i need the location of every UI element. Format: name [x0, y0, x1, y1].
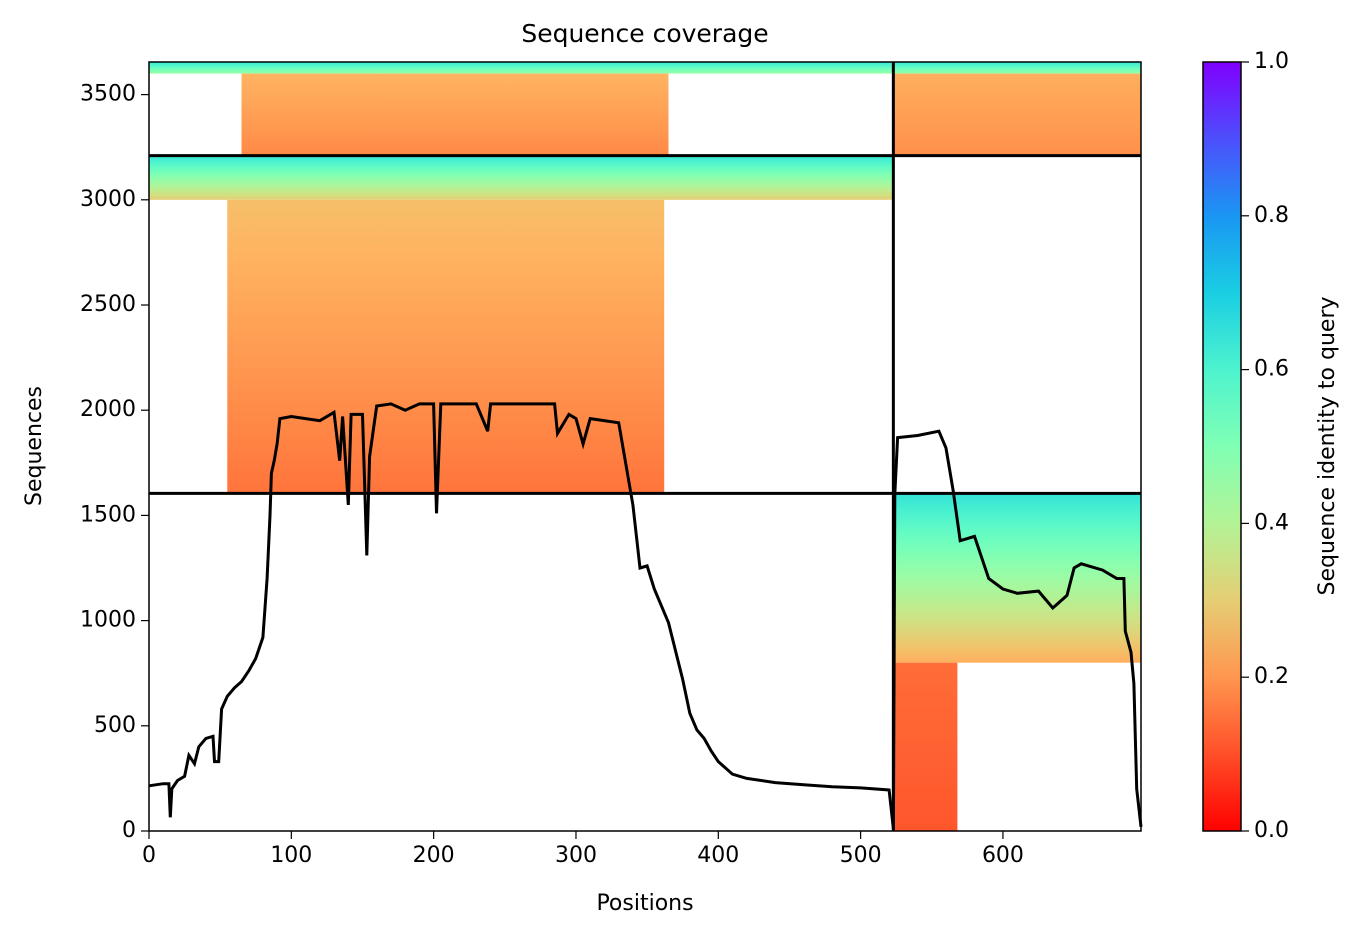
x-tick-label: 300 [555, 843, 597, 868]
colorbar [1202, 61, 1242, 832]
colorbar-tick-label: 0.6 [1254, 357, 1289, 382]
coverage-block [893, 62, 1141, 74]
x-tick-label: 200 [413, 843, 455, 868]
y-tick-label: 3000 [80, 187, 136, 212]
x-tick-label: 100 [270, 843, 312, 868]
colorbar-tick-label: 0.4 [1254, 510, 1289, 535]
y-tick-label: 1000 [80, 608, 136, 633]
coverage-block [149, 155, 894, 200]
y-tick-label: 1500 [80, 502, 136, 527]
y-axis-label: Sequences [22, 386, 47, 506]
y-tick-label: 0 [122, 818, 136, 843]
coverage-block [227, 199, 665, 494]
coverage-block [893, 493, 1141, 663]
x-tick-label: 500 [840, 843, 882, 868]
x-axis-label: Positions [596, 891, 693, 916]
x-tick-label: 600 [982, 843, 1024, 868]
y-tick-label: 3500 [80, 82, 136, 107]
colorbar-tick-label: 1.0 [1254, 49, 1289, 74]
y-tick-label: 500 [94, 713, 136, 738]
coverage-block [241, 73, 669, 156]
y-tick-label: 2000 [80, 397, 136, 422]
y-tick-label: 2500 [80, 292, 136, 317]
x-tick-label: 0 [142, 843, 156, 868]
coverage-line [148, 402, 1143, 830]
colorbar-tick-label: 0.2 [1254, 664, 1289, 689]
colorbar-tick-label: 0.0 [1254, 818, 1289, 843]
coverage-block [149, 62, 894, 74]
x-tick-label: 400 [697, 843, 739, 868]
coverage-block [893, 73, 1141, 156]
colorbar-tick-label: 0.8 [1254, 203, 1289, 228]
chart-title: Sequence coverage [521, 19, 768, 48]
colorbar-label: Sequence identity to query [1315, 296, 1340, 595]
coverage-block [893, 662, 958, 831]
plot-frame [148, 61, 1142, 832]
